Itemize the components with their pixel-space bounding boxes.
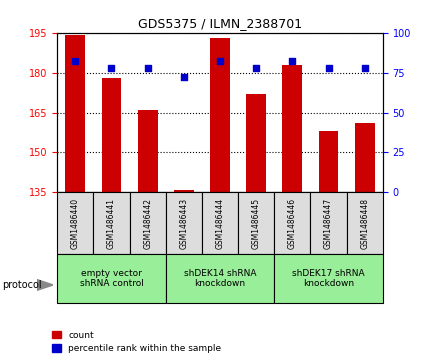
Bar (210, 38, 230, 192)
Legend: count, percentile rank within the sample: count, percentile rank within the sample (48, 327, 225, 357)
Point (144, 65, 151, 71)
Bar (57, 192, 93, 254)
Bar (174, 190, 194, 192)
Point (108, 65, 115, 71)
Point (72, 58, 79, 64)
Point (361, 65, 368, 71)
Bar (102, 78, 121, 192)
Bar (311, 192, 347, 254)
Bar (355, 123, 375, 192)
Text: shDEK17 shRNA
knockdown: shDEK17 shRNA knockdown (292, 269, 365, 288)
Bar (93, 192, 129, 254)
Text: GSM1486442: GSM1486442 (143, 198, 152, 249)
Bar (66, 35, 85, 192)
Text: protocol: protocol (2, 280, 42, 290)
Text: GSM1486446: GSM1486446 (288, 198, 297, 249)
Text: GSM1486441: GSM1486441 (107, 198, 116, 249)
Title: GDS5375 / ILMN_2388701: GDS5375 / ILMN_2388701 (138, 17, 302, 30)
Text: GSM1486447: GSM1486447 (324, 198, 333, 249)
Text: shDEK14 shRNA
knockdown: shDEK14 shRNA knockdown (184, 269, 256, 288)
Bar (166, 254, 274, 303)
Point (180, 74, 187, 80)
Bar (274, 192, 311, 254)
Bar (347, 192, 383, 254)
Point (216, 58, 224, 64)
Bar (57, 254, 166, 303)
Bar (202, 192, 238, 254)
Bar (129, 192, 166, 254)
Bar (246, 94, 266, 192)
Text: GSM1486445: GSM1486445 (252, 198, 260, 249)
Text: empty vector
shRNA control: empty vector shRNA control (80, 269, 143, 288)
Text: GSM1486443: GSM1486443 (180, 198, 188, 249)
Polygon shape (37, 280, 53, 290)
Bar (238, 192, 274, 254)
Bar (138, 110, 158, 192)
Bar (274, 254, 383, 303)
Point (253, 65, 260, 71)
Text: GSM1486444: GSM1486444 (216, 198, 224, 249)
Point (289, 58, 296, 64)
Point (325, 65, 332, 71)
Bar (282, 65, 302, 192)
Text: GSM1486440: GSM1486440 (71, 198, 80, 249)
Bar (166, 192, 202, 254)
Bar (319, 131, 338, 192)
Text: GSM1486448: GSM1486448 (360, 198, 369, 249)
